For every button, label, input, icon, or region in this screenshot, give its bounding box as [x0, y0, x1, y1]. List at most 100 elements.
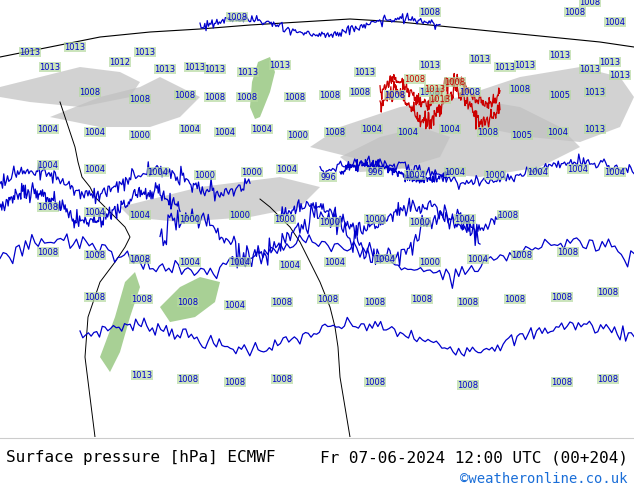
- Text: 1008: 1008: [552, 293, 573, 301]
- Text: 1013: 1013: [424, 84, 446, 94]
- Text: 1013: 1013: [39, 63, 61, 72]
- Text: 1004: 1004: [214, 127, 235, 137]
- Text: 1008: 1008: [557, 247, 579, 257]
- Text: 1005: 1005: [550, 91, 571, 99]
- Text: 1008: 1008: [505, 294, 526, 303]
- Text: 1008: 1008: [365, 378, 385, 387]
- Text: 1013: 1013: [579, 65, 600, 74]
- Text: 1013: 1013: [354, 68, 375, 76]
- Text: 1013: 1013: [599, 57, 621, 67]
- Text: 1000: 1000: [320, 218, 340, 226]
- Text: 1008: 1008: [224, 378, 245, 387]
- Text: 1008: 1008: [477, 127, 498, 137]
- Text: 1004: 1004: [148, 168, 169, 176]
- Text: 1008: 1008: [458, 381, 479, 390]
- Text: 1008: 1008: [510, 84, 531, 94]
- Text: 1008: 1008: [498, 211, 519, 220]
- Text: 1013: 1013: [155, 65, 176, 74]
- Text: 1008: 1008: [84, 293, 106, 301]
- Text: 1013: 1013: [514, 60, 536, 70]
- Text: 1013: 1013: [131, 370, 153, 380]
- Text: 1004: 1004: [455, 215, 476, 223]
- Text: 1008: 1008: [460, 88, 481, 97]
- Text: 1013: 1013: [20, 48, 41, 56]
- Text: 1008: 1008: [552, 378, 573, 387]
- Text: 1004: 1004: [280, 261, 301, 270]
- Text: 1000: 1000: [230, 211, 250, 220]
- Text: 1008: 1008: [129, 254, 150, 264]
- Text: 1004: 1004: [84, 127, 105, 137]
- Text: ©weatheronline.co.uk: ©weatheronline.co.uk: [460, 472, 628, 486]
- Polygon shape: [0, 67, 140, 107]
- Text: 1008: 1008: [236, 93, 257, 101]
- Text: 1004: 1004: [179, 124, 200, 133]
- Text: 1004: 1004: [548, 127, 569, 137]
- Text: 1004: 1004: [361, 124, 382, 133]
- Text: 1004: 1004: [404, 171, 425, 179]
- Text: 1008: 1008: [271, 374, 292, 384]
- Text: 1008: 1008: [458, 297, 479, 307]
- Text: 1004: 1004: [444, 168, 465, 176]
- Text: 1008: 1008: [84, 250, 106, 260]
- Text: 1008: 1008: [564, 7, 586, 17]
- Text: 1000: 1000: [365, 215, 385, 223]
- Text: 1004: 1004: [567, 165, 588, 173]
- Polygon shape: [160, 277, 220, 322]
- Text: 1013: 1013: [204, 65, 226, 74]
- Text: 1000: 1000: [410, 218, 430, 226]
- Text: 996: 996: [320, 172, 336, 181]
- Text: 1008: 1008: [420, 88, 441, 97]
- Text: 1008: 1008: [349, 88, 370, 97]
- Text: 1013: 1013: [184, 63, 205, 72]
- Text: 1008: 1008: [79, 88, 101, 97]
- Text: 1000: 1000: [179, 215, 200, 223]
- Text: 1013: 1013: [585, 124, 605, 133]
- Text: 1004: 1004: [84, 165, 105, 173]
- Text: 1008: 1008: [285, 93, 306, 101]
- Text: 1013: 1013: [420, 60, 441, 70]
- Text: 1008: 1008: [37, 202, 58, 212]
- Text: 1004: 1004: [439, 124, 460, 133]
- Text: 1008: 1008: [404, 74, 425, 83]
- Text: 1004: 1004: [84, 208, 105, 217]
- Text: 1000: 1000: [275, 215, 295, 223]
- Text: 1008: 1008: [178, 297, 198, 307]
- Text: 1008: 1008: [37, 247, 58, 257]
- Text: 996: 996: [367, 168, 383, 176]
- Text: 1008: 1008: [444, 77, 465, 87]
- Text: 1004: 1004: [604, 168, 626, 176]
- Text: 1008: 1008: [174, 91, 195, 99]
- Text: 1013: 1013: [65, 43, 86, 51]
- Text: 1008: 1008: [420, 7, 441, 17]
- Polygon shape: [310, 97, 580, 177]
- Text: 1008: 1008: [226, 13, 247, 22]
- Text: 1008: 1008: [579, 0, 600, 6]
- Text: 1000: 1000: [129, 130, 150, 140]
- Text: 1004: 1004: [37, 161, 58, 170]
- Text: 1008: 1008: [411, 294, 432, 303]
- Polygon shape: [340, 127, 450, 172]
- Text: 1008: 1008: [318, 294, 339, 303]
- Text: 1004: 1004: [527, 168, 548, 176]
- Text: 1004: 1004: [276, 165, 297, 173]
- Text: 1004: 1004: [230, 258, 250, 267]
- Polygon shape: [50, 77, 200, 127]
- Text: Surface pressure [hPa] ECMWF: Surface pressure [hPa] ECMWF: [6, 450, 276, 465]
- Text: 1013: 1013: [269, 60, 290, 70]
- Text: 1004: 1004: [37, 124, 58, 133]
- Text: 1000: 1000: [420, 258, 441, 267]
- Text: 1008: 1008: [320, 91, 340, 99]
- Text: 1004: 1004: [398, 127, 418, 137]
- Polygon shape: [250, 57, 275, 119]
- Text: 1008: 1008: [597, 288, 619, 296]
- Text: 1008: 1008: [325, 127, 346, 137]
- Text: 1013: 1013: [429, 95, 451, 103]
- Text: 1013: 1013: [134, 48, 155, 56]
- Text: 1008: 1008: [271, 297, 292, 307]
- Text: 1005: 1005: [512, 130, 533, 140]
- Text: 1012: 1012: [110, 57, 131, 67]
- Text: 1000: 1000: [484, 171, 505, 179]
- Text: 1008: 1008: [597, 374, 619, 384]
- Text: Fr 07-06-2024 12:00 UTC (00+204): Fr 07-06-2024 12:00 UTC (00+204): [320, 450, 628, 465]
- Text: 1004: 1004: [467, 254, 489, 264]
